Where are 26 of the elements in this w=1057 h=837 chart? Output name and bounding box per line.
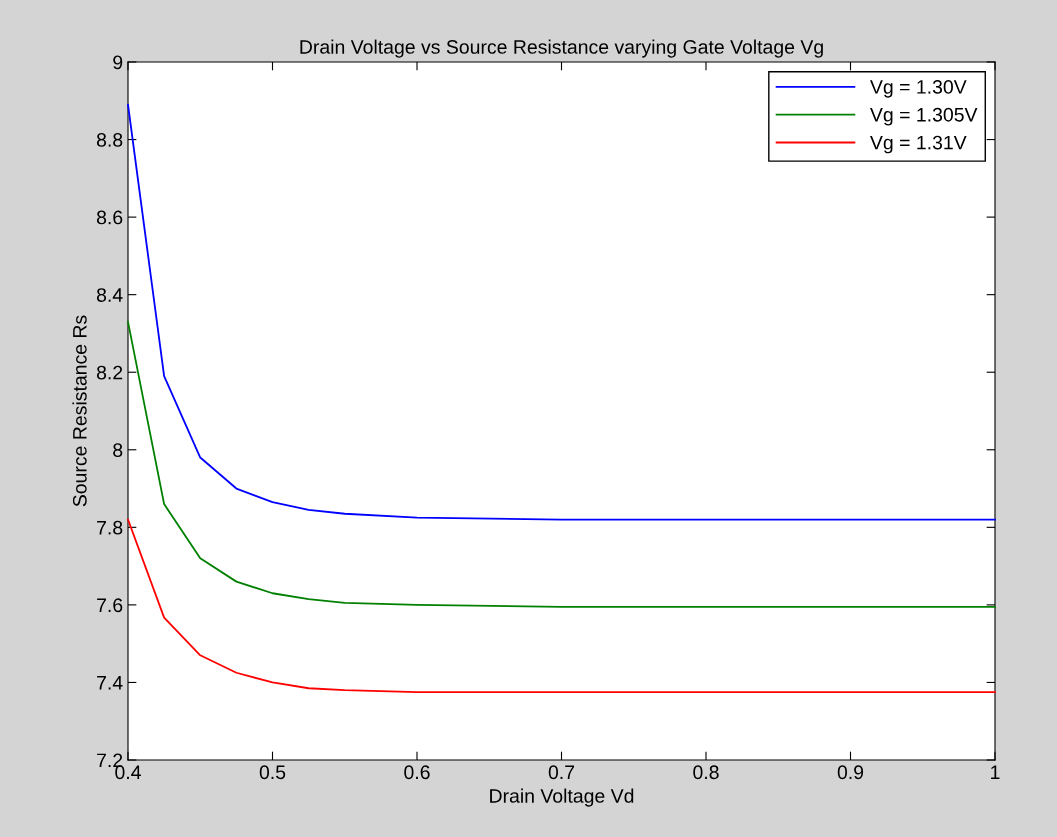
y-tick-label: 8.8: [96, 133, 123, 147]
x-tick-label: 0.5: [259, 765, 286, 780]
x-tick-label: 0.7: [548, 765, 575, 780]
chart-title: Drain Voltage vs Source Resistance varying Gate Voltage Vg: [300, 39, 823, 58]
x-tick-label: 0.9: [837, 765, 864, 780]
y-tick-label: 8.6: [96, 210, 123, 225]
x-axis-title: Drain Voltage Vd: [490, 788, 634, 807]
y-tick-label: 8: [113, 443, 123, 458]
line-series: [127, 518, 996, 694]
x-tick-label: 0.8: [693, 765, 719, 780]
y-tick-label: 7.2: [97, 753, 123, 768]
y-tick-label: 7.6: [97, 598, 123, 613]
legend-label: Vg = 1.305V: [870, 107, 978, 126]
y-tick-label: 9: [113, 55, 123, 70]
x-tick-label: 0.4: [115, 765, 141, 780]
legend-label: Vg = 1.31V: [870, 135, 967, 154]
y-tick-label: 7.8: [97, 520, 123, 535]
x-tick-label: 0.6: [404, 765, 430, 780]
legend-label: Vg = 1.30V: [870, 80, 967, 98]
y-tick-label: 7.4: [97, 676, 123, 690]
x-tick-label: 1: [991, 765, 1000, 779]
line-series: [127, 103, 996, 521]
y-tick-label: 8.2: [96, 365, 123, 380]
y-tick-label: 8.4: [96, 288, 123, 302]
y-axis-title: Source Resistance Rs: [72, 315, 87, 507]
line-series: [127, 320, 996, 608]
